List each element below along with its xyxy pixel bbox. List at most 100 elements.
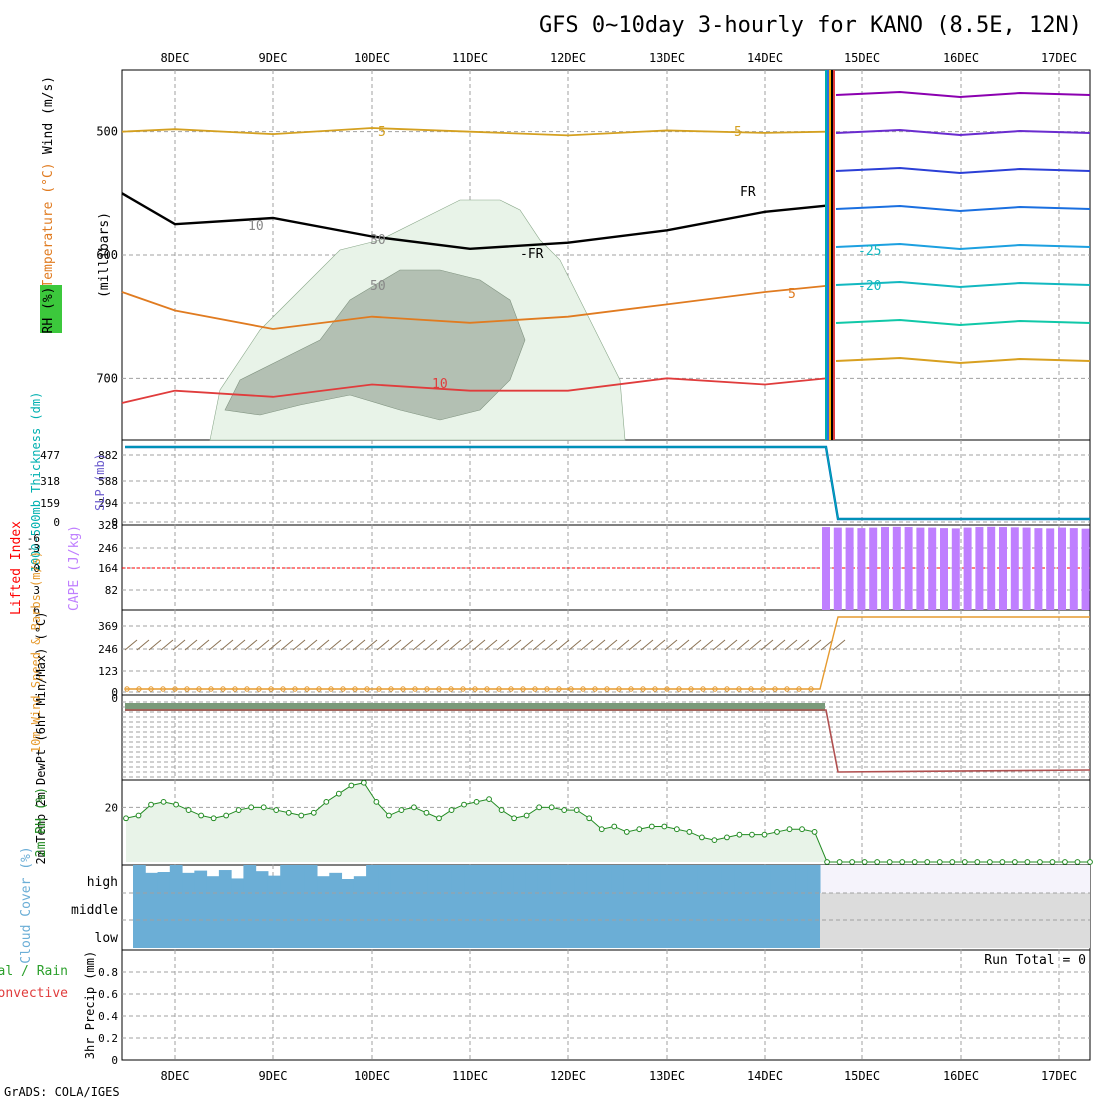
- rh2m-point-45: [686, 829, 693, 835]
- wind-marker-53: [760, 686, 766, 692]
- later-layer-3: [835, 204, 1091, 213]
- credit-label: GrADS: COLA/IGES: [4, 1085, 120, 1099]
- top-date-7: 15DEC: [844, 51, 880, 65]
- p2-rt-1: 588: [98, 475, 118, 488]
- wind-marker-17: [328, 686, 334, 692]
- wind-marker-11: [256, 686, 262, 692]
- legend-wind: Wind (m/s): [41, 76, 56, 154]
- rh2m-point-26: [448, 807, 455, 813]
- rh2m-point-42: [648, 823, 655, 830]
- precip-legend-total-rain: Total / Rain: [0, 964, 68, 979]
- contour-label-10: -20: [858, 279, 881, 294]
- precip-panel: 0.8 0.6 0.4 0.2 0 Run Total = 0 3hr Precip (mm…: [0, 950, 1090, 1067]
- wind-marker-41: [616, 686, 622, 692]
- barb-39: [592, 639, 606, 651]
- top-date-1: 9DEC: [259, 51, 288, 65]
- rh2m-point-65: [936, 859, 943, 865]
- rh2m-point-43: [661, 823, 668, 830]
- cape-bar-1: [833, 527, 842, 610]
- rh2m-point-39: [611, 823, 618, 830]
- top-date-6: 14DEC: [747, 51, 783, 65]
- barb-23: [400, 639, 414, 651]
- rh2m-point-15: [310, 809, 317, 816]
- cloud-high-8: [231, 878, 244, 893]
- rh2m-point-46: [698, 834, 705, 841]
- rh2m-point-57: [836, 859, 843, 865]
- rh2m-point-48: [724, 834, 730, 841]
- rh2m-panel: 20 2m RH (%): [34, 779, 1093, 865]
- barb-17: [328, 639, 342, 651]
- cloud-high-38: [599, 865, 612, 893]
- wind-marker-49: [712, 686, 718, 692]
- cloud-high-27: [464, 865, 477, 893]
- rh2m-point-33: [536, 804, 543, 811]
- rh2m-point-29: [486, 796, 492, 803]
- cloud-high-bg: [820, 865, 1090, 893]
- wind-marker-0: [124, 686, 130, 692]
- rh2m-point-75: [1062, 859, 1068, 865]
- later-layer-1: [835, 128, 1091, 137]
- rh2m-point-2: [148, 801, 154, 808]
- cloud-high-6: [206, 876, 220, 893]
- wind-marker-34: [532, 686, 538, 692]
- rh2m-point-73: [1037, 859, 1043, 865]
- p5-ylabel: 2m Temp 2m DewPt (6hr Min/Max) (°C): [34, 612, 48, 865]
- rh2m-point-47: [711, 837, 718, 844]
- rh2m-point-5: [185, 807, 192, 813]
- isotherm-FR: [121, 192, 827, 251]
- rh2m-point-77: [1087, 859, 1093, 865]
- cape-bar-10: [940, 528, 948, 610]
- cloud-high-43: [660, 865, 674, 893]
- rh2m-point-23: [411, 804, 417, 811]
- top-date-axis: 8DEC 9DEC 10DEC 11DEC 12DEC 13DEC 14DEC 15DEC 16…: [161, 51, 1078, 65]
- cape-bar-5: [881, 527, 889, 610]
- barb-58: [820, 639, 834, 651]
- p3-rt-3: 82: [105, 584, 118, 597]
- wind-marker-3: [160, 686, 166, 692]
- rh2m-point-64: [924, 859, 931, 865]
- rh2m-point-54: [799, 826, 805, 833]
- wind-marker-43: [640, 686, 646, 692]
- barb-43: [640, 639, 654, 651]
- later-layer-0: [835, 90, 1091, 99]
- wind-marker-24: [412, 686, 418, 692]
- wind-marker-25: [424, 686, 430, 692]
- barb-28: [460, 639, 474, 651]
- barb-56: [796, 639, 810, 651]
- cape-bar-4: [869, 527, 878, 610]
- rh2m-point-0: [123, 815, 129, 822]
- barb-21: [376, 639, 390, 651]
- rh2m-point-36: [573, 807, 580, 813]
- rh2m-point-74: [1049, 859, 1056, 865]
- cloud-high-21: [390, 865, 404, 893]
- cape-bar-3: [857, 528, 866, 610]
- cloud-high-14: [304, 865, 318, 893]
- legend-temperature: Temperature (°C): [41, 162, 56, 287]
- barb-33: [520, 639, 534, 651]
- wind-marker-4: [172, 686, 178, 692]
- p5-yt-0: 0: [111, 692, 118, 705]
- barb-52: [748, 639, 762, 651]
- wind-speed-line: [125, 616, 1090, 690]
- cloud-high-24: [427, 865, 441, 893]
- rh2m-point-58: [849, 859, 856, 865]
- rh2m-area: [126, 782, 1090, 862]
- rh2m-point-13: [285, 809, 292, 816]
- barb-37: [568, 639, 582, 651]
- barb-1: [136, 639, 150, 651]
- later-layer-5: [835, 280, 1091, 289]
- rh2m-point-21: [386, 812, 392, 819]
- wind-marker-37: [568, 686, 574, 692]
- rh2m-point-30: [498, 807, 505, 813]
- barb-9: [232, 639, 246, 651]
- wind-marker-31: [496, 686, 502, 692]
- top-date-8: 16DEC: [943, 51, 979, 65]
- legend-rh-swatch: [40, 285, 62, 333]
- cape-bar-14: [987, 526, 996, 610]
- wind-marker-1: [136, 686, 142, 692]
- precip-legend-convective: Convective: [0, 986, 68, 1001]
- cloud-high-4: [182, 872, 195, 893]
- cape-bar-12: [963, 527, 972, 610]
